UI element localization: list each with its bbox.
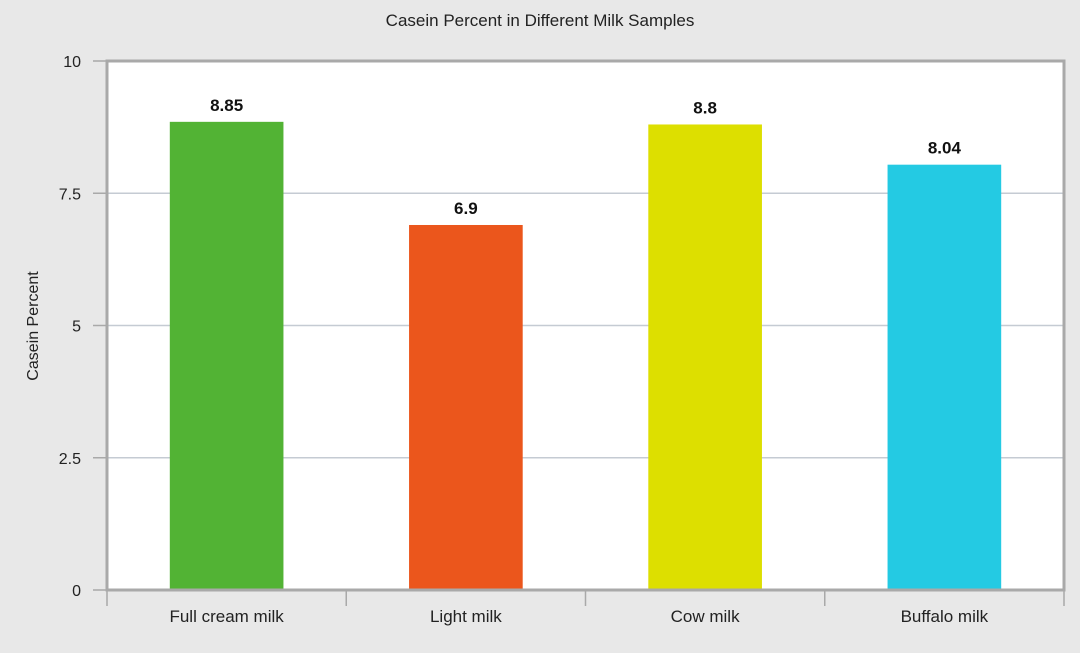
bar bbox=[169, 121, 284, 591]
x-tick-label: Cow milk bbox=[671, 607, 740, 626]
y-tick-label: 10 bbox=[63, 54, 81, 71]
data-label: 8.04 bbox=[928, 139, 962, 158]
y-tick-label: 5 bbox=[72, 319, 81, 336]
data-label: 8.85 bbox=[210, 96, 243, 115]
y-ticks: 0 2.5 5 7.5 10 bbox=[59, 54, 107, 600]
chart-title: Casein Percent in Different Milk Samples bbox=[386, 11, 695, 30]
data-label: 6.9 bbox=[454, 199, 478, 218]
x-tick-label: Full cream milk bbox=[169, 607, 284, 626]
bar bbox=[887, 164, 1002, 590]
x-tick-label: Light milk bbox=[430, 607, 502, 626]
y-axis-title: Casein Percent bbox=[25, 271, 42, 381]
y-tick-label: 2.5 bbox=[59, 451, 81, 468]
x-ticks: Full cream milk Light milk Cow milk Buffalo… bbox=[106, 590, 1065, 626]
bar bbox=[409, 224, 523, 591]
bar bbox=[648, 124, 762, 590]
data-label: 8.8 bbox=[693, 98, 717, 117]
y-tick-label: 0 bbox=[72, 583, 81, 600]
y-tick-label: 7.5 bbox=[59, 186, 81, 203]
bars: 8.85 6.9 8.8 8.04 bbox=[169, 96, 1002, 591]
x-tick-label: Buffalo milk bbox=[901, 607, 989, 626]
